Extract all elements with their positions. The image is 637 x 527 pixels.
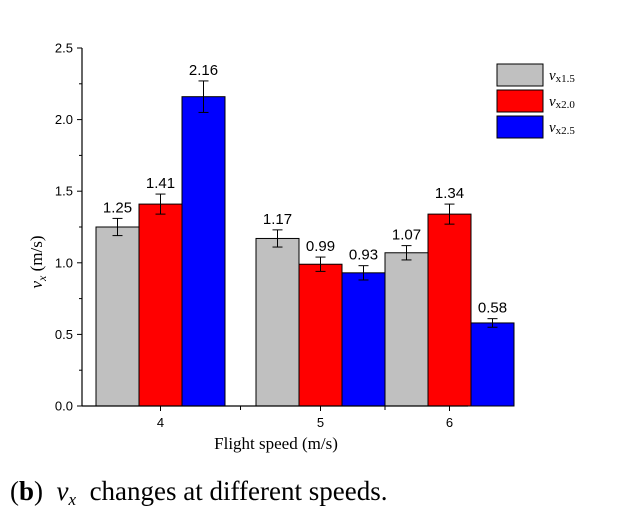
legend-label-vx2.0: vx2.0 — [549, 94, 575, 111]
y-axis-title: vx (m/s) — [27, 235, 49, 288]
caption-symbol: v — [56, 476, 69, 506]
plot-area: 1.25 1.17 1.07 1.41 0.99 1.34 2.16 0.93 0.58 0.0 0… — [55, 41, 515, 430]
data-label-vx2.0-6: 1.34 — [435, 185, 464, 202]
data-label-vx2.5-5: 0.93 — [349, 247, 378, 264]
caption-subscript: x — [68, 490, 77, 509]
legend-swatch-vx1.5 — [496, 63, 544, 87]
caption-text: changes at different speeds. — [89, 476, 388, 506]
y-tick-label-2.0: 2.0 — [55, 112, 73, 127]
data-label-vx2.0-5: 0.99 — [306, 238, 335, 255]
bar-vx2.5-4 — [181, 96, 226, 407]
legend-swatch-vx2.5 — [496, 115, 544, 139]
y-tick-label-2.5: 2.5 — [55, 41, 73, 56]
y-tick-label-0.0: 0.0 — [55, 399, 73, 414]
legend-label-vx1.5: vx1.5 — [549, 68, 575, 85]
data-label-vx1.5-4: 1.25 — [103, 199, 132, 216]
bar-chart: 1.25 1.17 1.07 1.41 0.99 1.34 2.16 0.93 0.58 0.0 0… — [27, 41, 575, 454]
data-label-vx2.5-6: 0.58 — [478, 300, 507, 317]
bar-vx1.5-6 — [384, 252, 429, 407]
caption-letter: b — [19, 476, 35, 506]
bar-vx2.5-5 — [341, 272, 386, 407]
legend-swatch-vx2.0 — [496, 89, 544, 113]
caption-close: ) — [34, 476, 44, 506]
bar-vx2.0-4 — [138, 203, 183, 407]
legend-label-vx2.5: vx2.5 — [549, 120, 575, 137]
y-tick-label-1.0: 1.0 — [55, 255, 73, 270]
bar-vx2.5-6 — [470, 322, 515, 407]
bar-vx2.0-6 — [427, 213, 472, 407]
caption-open: ( — [10, 476, 19, 506]
x-axis-title: Flight speed (m/s) — [214, 434, 338, 453]
y-tick-label-1.5: 1.5 — [55, 184, 73, 199]
y-axis-title-unit: (m/s) — [27, 235, 46, 275]
x-tick-label-4: 4 — [157, 415, 164, 430]
figure-caption: (b) vx changes at different speeds. — [10, 476, 387, 510]
x-tick-label-6: 6 — [446, 415, 453, 430]
x-tick-label-5: 5 — [317, 415, 324, 430]
legend: vx1.5 vx2.0 vx2.5 — [496, 63, 575, 139]
bar-vx2.0-5 — [298, 263, 343, 407]
y-tick-label-0.5: 0.5 — [55, 327, 73, 342]
y-axis-title-symbol: v — [27, 281, 46, 289]
bar-vx1.5-5 — [255, 237, 300, 407]
data-label-vx2.5-4: 2.16 — [189, 62, 218, 79]
data-label-vx2.0-4: 1.41 — [146, 175, 175, 192]
data-label-vx1.5-6: 1.07 — [392, 227, 421, 244]
y-axis-title-subscript: x — [35, 275, 49, 282]
data-label-vx1.5-5: 1.17 — [263, 211, 292, 228]
bar-vx1.5-4 — [95, 226, 140, 407]
